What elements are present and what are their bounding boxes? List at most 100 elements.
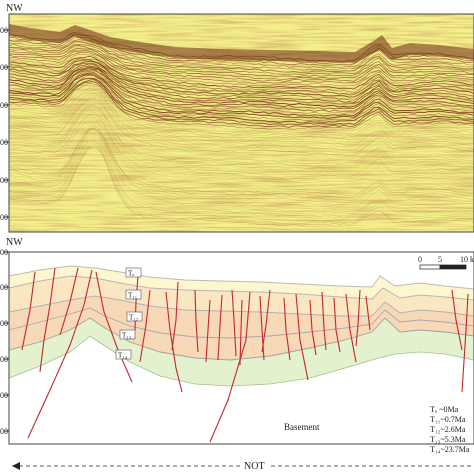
reflector-line [9, 49, 474, 82]
fault-line [231, 289, 237, 357]
fault-line [39, 267, 56, 373]
reflector-line [9, 48, 474, 80]
legend-entry-t12: T₁₂~2.6Ma [430, 425, 466, 434]
fault-line [261, 289, 271, 353]
section-arrow: NOT [12, 459, 474, 472]
reflector-line [9, 91, 474, 143]
top-depth-tick-label: 00 [0, 26, 8, 35]
reflector-line [9, 105, 474, 167]
fault-line [27, 269, 93, 439]
section-label: NOT [244, 461, 265, 472]
top-depth-axis: 00 00 00 00 00 00 [0, 26, 9, 222]
fault-line [333, 297, 341, 353]
reflector-line [9, 65, 474, 105]
horizon-label-t14: T₁₄ [118, 352, 128, 360]
scale-segment-black [439, 264, 467, 270]
legend-entry-t14: T₁₄~23.7Ma [430, 445, 470, 454]
fault-line [259, 295, 265, 361]
top-depth-tick-label: 00 [0, 176, 8, 185]
seismic-profile-panel: NW 00 00 00 00 00 00 [0, 3, 474, 233]
bottom-depth-tick-label: 00 [0, 427, 8, 436]
legend-entry-t11: T₁₁~0.7Ma [430, 415, 466, 424]
reflector-line [9, 118, 474, 183]
top-depth-tick-label: 00 [0, 213, 8, 222]
fault-line [205, 299, 211, 363]
fault-line [209, 291, 251, 443]
fault-line [321, 291, 327, 351]
reflector-line [9, 103, 474, 165]
reflector-line [9, 96, 474, 151]
reflector-line [9, 140, 474, 219]
fault-line [461, 293, 469, 393]
reflector-line [9, 82, 474, 130]
reflector-line [9, 78, 474, 126]
bottom-panel-frame [8, 251, 474, 445]
reflector-line [9, 94, 474, 148]
fault-line [194, 289, 199, 353]
reflector-line [9, 127, 474, 202]
reflector-line [9, 63, 474, 101]
top-depth-tick-label: 00 [0, 101, 8, 110]
fault-line [239, 299, 243, 366]
reflector-line [9, 122, 474, 191]
reflector-line [9, 135, 474, 213]
reflector-line [9, 97, 474, 156]
seismic-reflectors [9, 32, 474, 227]
fault-line [59, 267, 79, 336]
fault-line [95, 271, 133, 383]
reflector-line [9, 100, 474, 158]
scale-tick-0: 0 [418, 255, 422, 264]
reflector-line [9, 110, 474, 174]
reflector-line [9, 74, 474, 119]
fault-line [217, 294, 223, 361]
bottom-depth-tick-label: 00 [0, 319, 8, 328]
reflector-line [9, 44, 474, 75]
reflector-line [9, 109, 474, 171]
basement-label: Basement [284, 422, 320, 432]
top-depth-tick-label: 00 [0, 63, 8, 72]
reflector-line [9, 81, 474, 128]
section-label-bg [240, 459, 270, 471]
reflector-line [9, 129, 474, 204]
horizon-label-box [125, 289, 142, 300]
horizon-labels: Tₒ T₁₁ T₁₂ T₁₃ T₁₄ [115, 267, 143, 360]
reflector-line [9, 45, 474, 78]
fault-line [21, 271, 36, 351]
horizon-label-t0: Tₒ [128, 270, 134, 278]
fault-line [139, 289, 151, 363]
reflector-line [9, 127, 474, 199]
reflector-line [9, 113, 474, 178]
reflector-line [9, 112, 474, 176]
reflector-line [9, 89, 474, 141]
reflector-line [9, 63, 474, 104]
reflector-line [9, 132, 474, 208]
top-direction-label: NW [6, 3, 23, 14]
scale-segment-white [419, 264, 441, 270]
fault-line [355, 289, 361, 347]
reflector-line [9, 39, 474, 71]
scale-bar: 0 5 10 km [418, 255, 474, 270]
section-arrow-head [12, 462, 20, 470]
reflector-line [9, 125, 474, 194]
layer-fill-t14-base [9, 318, 474, 386]
horizon-base-green [9, 335, 474, 387]
reflector-line [9, 135, 474, 215]
reflector-line [9, 68, 474, 110]
fault-line [165, 291, 183, 393]
reflector-line [9, 77, 474, 124]
horizon-label-box [119, 329, 136, 340]
horizon-t13 [9, 307, 474, 339]
horizon-label-t13: T₁₃ [122, 332, 132, 340]
reflector-line [9, 139, 474, 217]
reflector-line [9, 54, 474, 87]
horizon-t12 [9, 295, 474, 317]
reflector-line [9, 87, 474, 135]
reflector-line [9, 68, 474, 113]
reflector-line [9, 143, 474, 224]
top-depth-tick-label: 00 [0, 138, 8, 147]
fault-line [171, 281, 179, 351]
reflector-line [9, 59, 474, 96]
fault-line [309, 299, 317, 356]
seafloor-reflector [9, 24, 474, 62]
